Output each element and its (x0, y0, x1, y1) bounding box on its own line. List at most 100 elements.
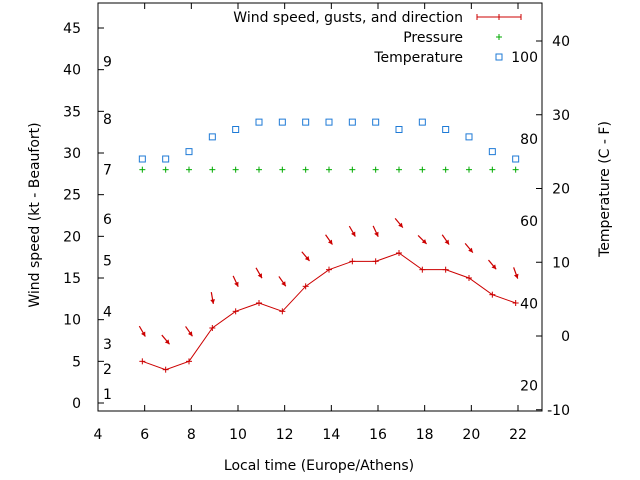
legend-label: Temperature (373, 50, 463, 66)
temperature-point (138, 155, 146, 163)
arrow-head (257, 273, 262, 279)
pressure-point (209, 166, 216, 173)
arrow-head (187, 331, 193, 337)
arrow-head (164, 339, 170, 345)
temperature-point (512, 155, 520, 163)
arrow-head (234, 281, 239, 287)
arrow-head (468, 247, 473, 253)
wind-direction-arrow (301, 251, 310, 262)
y2-tick-label: 20 (552, 182, 570, 198)
arrow-head (374, 231, 379, 237)
wind-direction-arrow (161, 334, 170, 345)
wind-direction-arrow (441, 234, 450, 245)
x-tick-label: 22 (509, 427, 527, 443)
pressure-point (349, 166, 356, 173)
x-axis-ticks: 4 6 8 10 12 14 16 18 20 22 (94, 3, 527, 443)
y2-tick-label: -10 (547, 403, 570, 419)
arrow-head (491, 264, 497, 270)
legend-label: Wind speed, gusts, and direction (233, 10, 463, 26)
y-tick-label: 5 (72, 354, 81, 370)
y-tick-label: 20 (63, 229, 81, 245)
wind-speed-point (256, 300, 262, 306)
beaufort-label: 2 (103, 362, 112, 378)
beaufort-label: 1 (103, 387, 112, 403)
wind-direction-arrow (210, 291, 215, 305)
plot-border (97, 2, 543, 412)
wind-speed-point (396, 250, 402, 256)
wind-speed-point (162, 366, 169, 373)
x-tick-label: 20 (462, 427, 480, 443)
pressure-point (186, 166, 192, 173)
y-tick-label: 45 (63, 21, 81, 37)
wind-speed-point (209, 325, 216, 331)
temperature-point (232, 126, 240, 133)
pressure-point (139, 166, 146, 173)
wind-direction-arrow (232, 275, 239, 288)
temperature-point (185, 148, 193, 156)
wind-speed-point (302, 283, 309, 290)
x-tick-label: 8 (187, 427, 196, 443)
y2-tick-label: 10 (552, 255, 570, 271)
wind-speed-point (442, 266, 449, 273)
wind-direction-arrow (255, 267, 263, 279)
wind-direction-arrow (325, 234, 333, 245)
y2-tick-label: 0 (561, 329, 570, 345)
pressure-point (489, 166, 496, 173)
pressure-point (302, 166, 309, 173)
y-tick-label: 0 (72, 396, 81, 412)
y2-axis-label: Temperature (C - F) (597, 121, 613, 258)
arrow-head (398, 222, 403, 228)
beaufort-label: 9 (103, 54, 112, 70)
fahrenheit-label: 100 (511, 50, 538, 66)
pressure-point (512, 166, 519, 173)
temperature-point (255, 118, 263, 126)
fahrenheit-label: 80 (520, 132, 538, 148)
wind-direction-arrow (464, 243, 474, 253)
y-axis-ticks: 0 5 10 15 20 25 30 35 40 45 (63, 21, 104, 412)
temperature-point (325, 118, 333, 126)
pressure-point (326, 166, 332, 173)
arrow-head (327, 239, 333, 245)
arrow-head (513, 273, 519, 279)
legend-temperature-mark (495, 53, 503, 61)
arrow-head (351, 231, 356, 237)
x-tick-label: 12 (276, 427, 294, 443)
wind-direction-arrow (513, 267, 519, 279)
fahrenheit-label: 40 (520, 297, 538, 313)
fahrenheit-labels: 20 40 60 80 100 (511, 50, 538, 394)
arrow-head (281, 281, 286, 287)
x-tick-label: 6 (140, 427, 149, 443)
wind-speed-point (326, 266, 332, 273)
wind-speed-point (139, 358, 146, 365)
beaufort-label: 6 (103, 212, 112, 228)
wind-speed-point (489, 291, 496, 298)
temperature-point (465, 133, 473, 141)
x-tick-label: 14 (322, 427, 340, 443)
legend: Wind speed, gusts, and direction Pressure… (233, 10, 522, 66)
beaufort-label: 7 (103, 163, 112, 179)
wind-speed-point (232, 308, 239, 315)
arrow-head (304, 256, 310, 261)
temperature-point (488, 148, 496, 156)
x-tick-label: 16 (369, 427, 387, 443)
arrow-head (421, 239, 427, 244)
wind-direction-arrow (417, 234, 428, 245)
temperature-point (278, 118, 286, 126)
temperature-point (372, 118, 380, 126)
beaufort-label: 8 (103, 112, 112, 128)
x-tick-label: 18 (416, 427, 434, 443)
temperature-point (442, 126, 450, 133)
pressure-point (372, 166, 379, 173)
y-tick-label: 35 (63, 104, 81, 120)
x-tick-label: 4 (94, 427, 103, 443)
arrow-head (141, 331, 146, 337)
y2-axis-ticks: -10 0 10 20 30 40 (536, 34, 570, 419)
fahrenheit-label: 60 (520, 214, 538, 230)
wind-direction-arrow (488, 259, 497, 270)
beaufort-label: 5 (103, 254, 112, 270)
temperature-point (302, 118, 310, 126)
series-layer (138, 118, 520, 373)
pressure-point (256, 166, 262, 173)
beaufort-label: 3 (103, 337, 112, 353)
wind-speed-point (279, 308, 286, 315)
